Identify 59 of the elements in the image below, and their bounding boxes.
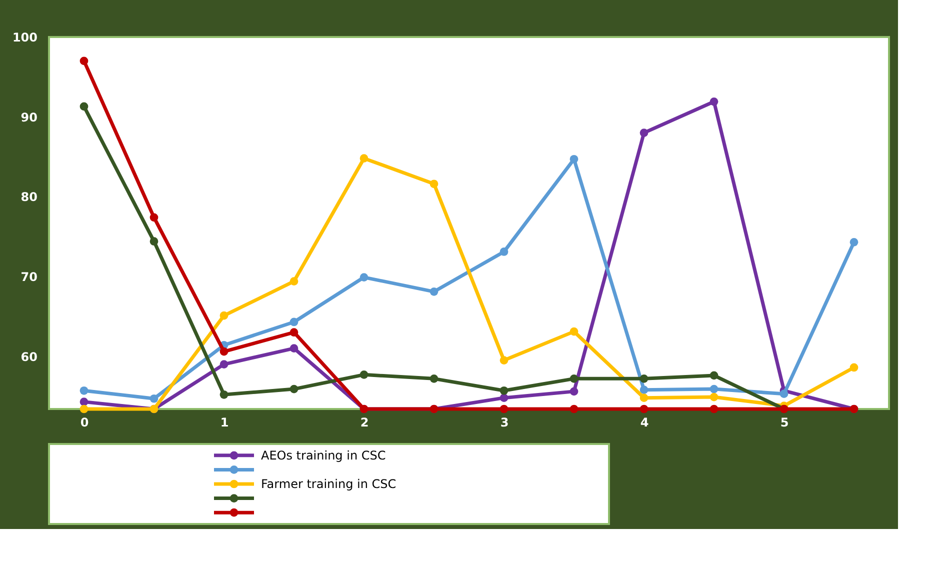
- x-tick-label: 2: [360, 416, 369, 430]
- x-tick-label: 0: [80, 416, 89, 430]
- x-tick-label: 4: [640, 416, 649, 430]
- y-tick-label: 70: [20, 270, 38, 284]
- point: [220, 390, 228, 399]
- x-tick-label: 1: [220, 416, 229, 430]
- point: [360, 154, 368, 163]
- point: [710, 97, 718, 106]
- point: [500, 248, 508, 256]
- point: [500, 356, 508, 364]
- point: [360, 273, 368, 282]
- y-tick-label: 80: [20, 190, 38, 204]
- point: [640, 404, 648, 414]
- y-tick-label: 60: [20, 350, 38, 364]
- x-tick-label: 3: [500, 416, 509, 430]
- point: [570, 154, 578, 164]
- point: [430, 287, 438, 296]
- point: [710, 371, 718, 380]
- point: [500, 404, 508, 414]
- point: [570, 327, 578, 336]
- point: [500, 386, 508, 395]
- legend-label: Farmer training in CSC: [261, 477, 396, 491]
- point: [290, 344, 298, 353]
- point: [80, 56, 88, 66]
- point: [220, 311, 228, 320]
- point: [710, 392, 718, 402]
- point: [640, 374, 648, 383]
- point: [500, 394, 508, 402]
- y-tick-label: 90: [20, 110, 38, 124]
- point: [150, 237, 158, 246]
- y-tick-label: 100: [12, 30, 38, 44]
- point: [80, 404, 88, 414]
- point: [80, 386, 88, 395]
- point: [430, 374, 438, 383]
- point: [150, 213, 158, 222]
- point: [570, 387, 578, 396]
- point: [640, 128, 648, 137]
- point: [360, 370, 368, 379]
- point: [430, 180, 438, 188]
- point: [710, 404, 718, 414]
- point: [290, 328, 298, 337]
- point: [80, 398, 88, 406]
- point: [290, 277, 298, 286]
- point: [780, 390, 788, 398]
- point: [850, 363, 858, 372]
- point: [80, 102, 88, 111]
- point: [220, 360, 228, 368]
- point: [570, 374, 578, 383]
- point: [850, 238, 858, 246]
- point: [290, 318, 298, 326]
- point: [640, 394, 648, 402]
- point: [220, 347, 228, 356]
- point: [150, 394, 158, 403]
- legend-label: AEOs training in CSC: [261, 448, 386, 462]
- point: [290, 384, 298, 394]
- point: [570, 404, 578, 414]
- x-tick-label: 5: [780, 416, 789, 430]
- point: [710, 384, 718, 394]
- point: [640, 386, 648, 394]
